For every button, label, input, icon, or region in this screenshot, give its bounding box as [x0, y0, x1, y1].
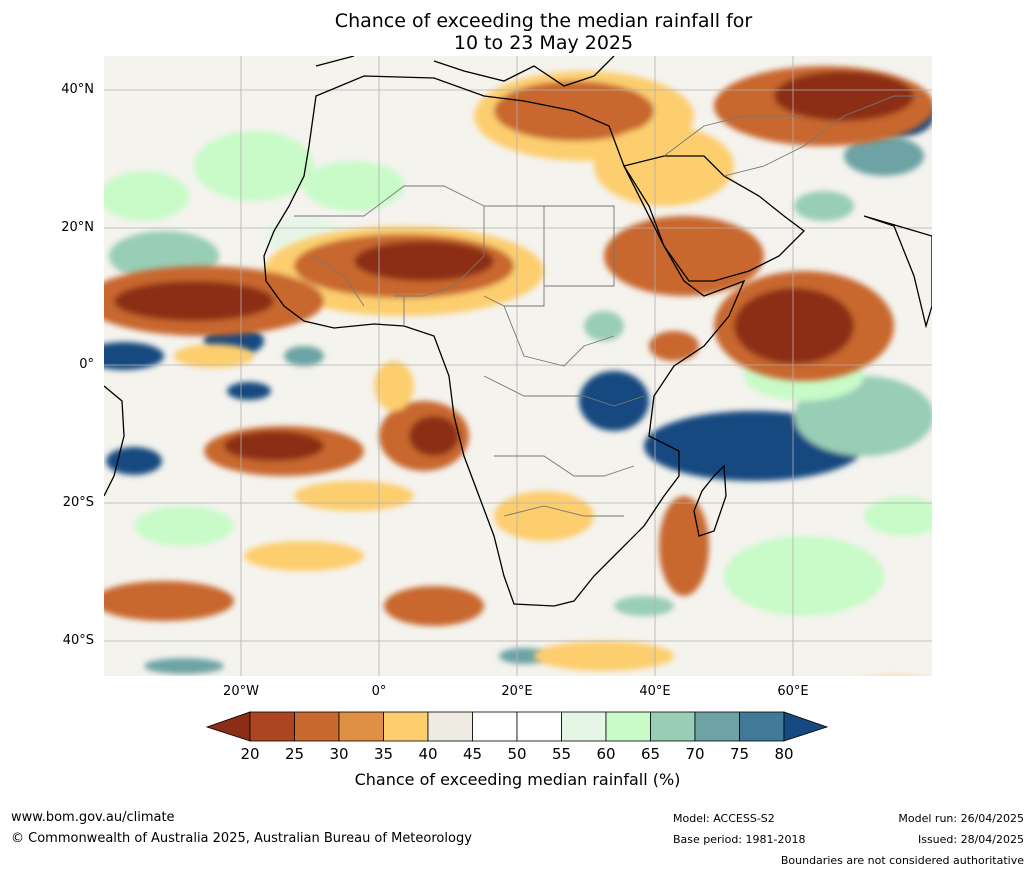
lon-label-20w: 20°W — [223, 684, 259, 699]
colorbar-tick: 70 — [685, 745, 705, 763]
lat-label-0: 0° — [79, 357, 94, 372]
colorbar-cell — [294, 711, 340, 742]
footer-disclaimer: Boundaries are not considered authoritat… — [780, 854, 1024, 867]
colorbar-cell — [383, 711, 429, 742]
lon-label-40e: 40°E — [639, 684, 671, 699]
footer-model-run: Model run: 26/04/2025 — [898, 812, 1024, 825]
country-borders — [294, 95, 924, 517]
lon-label-60e: 60°E — [777, 684, 809, 699]
colorbar-tick: 80 — [774, 745, 794, 763]
colorbar-tick: 50 — [507, 745, 527, 763]
lat-label-40n: 40°N — [61, 82, 94, 97]
colorbar-cell — [605, 711, 651, 742]
colorbar-tick: 45 — [462, 745, 483, 763]
graticule — [104, 56, 932, 676]
colorbar-cell — [739, 711, 785, 742]
footer-issued: Issued: 28/04/2025 — [917, 833, 1024, 846]
colorbar-cell — [427, 711, 473, 742]
footer-base-period: Base period: 1981-2018 — [673, 833, 806, 846]
lon-label-20e: 20°E — [501, 684, 533, 699]
colorbar-tick: 75 — [729, 745, 750, 763]
colorbar-tick: 60 — [596, 745, 616, 763]
colorbar-tick: 40 — [418, 745, 438, 763]
lon-label-0: 0° — [371, 684, 387, 699]
footer-website: www.bom.gov.au/climate — [11, 810, 175, 825]
colorbar-tick: 30 — [329, 745, 349, 763]
lat-label-20s: 20°S — [62, 495, 94, 510]
rainfall-map — [104, 56, 932, 676]
colorbar-tick: 25 — [284, 745, 305, 763]
lat-label-20n: 20°N — [61, 220, 94, 235]
colorbar-tick: 65 — [640, 745, 661, 763]
colorbar-cell — [516, 711, 562, 742]
footer-copyright: © Commonwealth of Australia 2025, Austra… — [11, 831, 472, 846]
footer-model: Model: ACCESS-S2 — [673, 812, 775, 825]
colorbar-label: Chance of exceeding median rainfall (%) — [354, 770, 681, 789]
colorbar-cell — [694, 711, 740, 742]
map-title: Chance of exceeding the median rainfall … — [0, 10, 1035, 54]
colorbar-cell — [472, 711, 518, 742]
coastlines — [104, 56, 932, 607]
colorbar-cell — [249, 711, 295, 742]
lat-label-40s: 40°S — [62, 633, 94, 648]
title-line-1: Chance of exceeding the median rainfall … — [334, 10, 753, 32]
colorbar-tick: 35 — [373, 745, 394, 763]
colorbar-cell — [338, 711, 384, 742]
colorbar-tick: 20 — [240, 745, 260, 763]
colorbar-low-extension — [205, 711, 251, 742]
title-line-2: 10 to 23 May 2025 — [453, 32, 634, 54]
colorbar-cells — [249, 711, 785, 742]
colorbar-cell — [561, 711, 607, 742]
map-svg — [104, 56, 932, 676]
colorbar-tick: 55 — [551, 745, 572, 763]
colorbar-cell — [650, 711, 696, 742]
colorbar-high-extension — [783, 711, 829, 742]
